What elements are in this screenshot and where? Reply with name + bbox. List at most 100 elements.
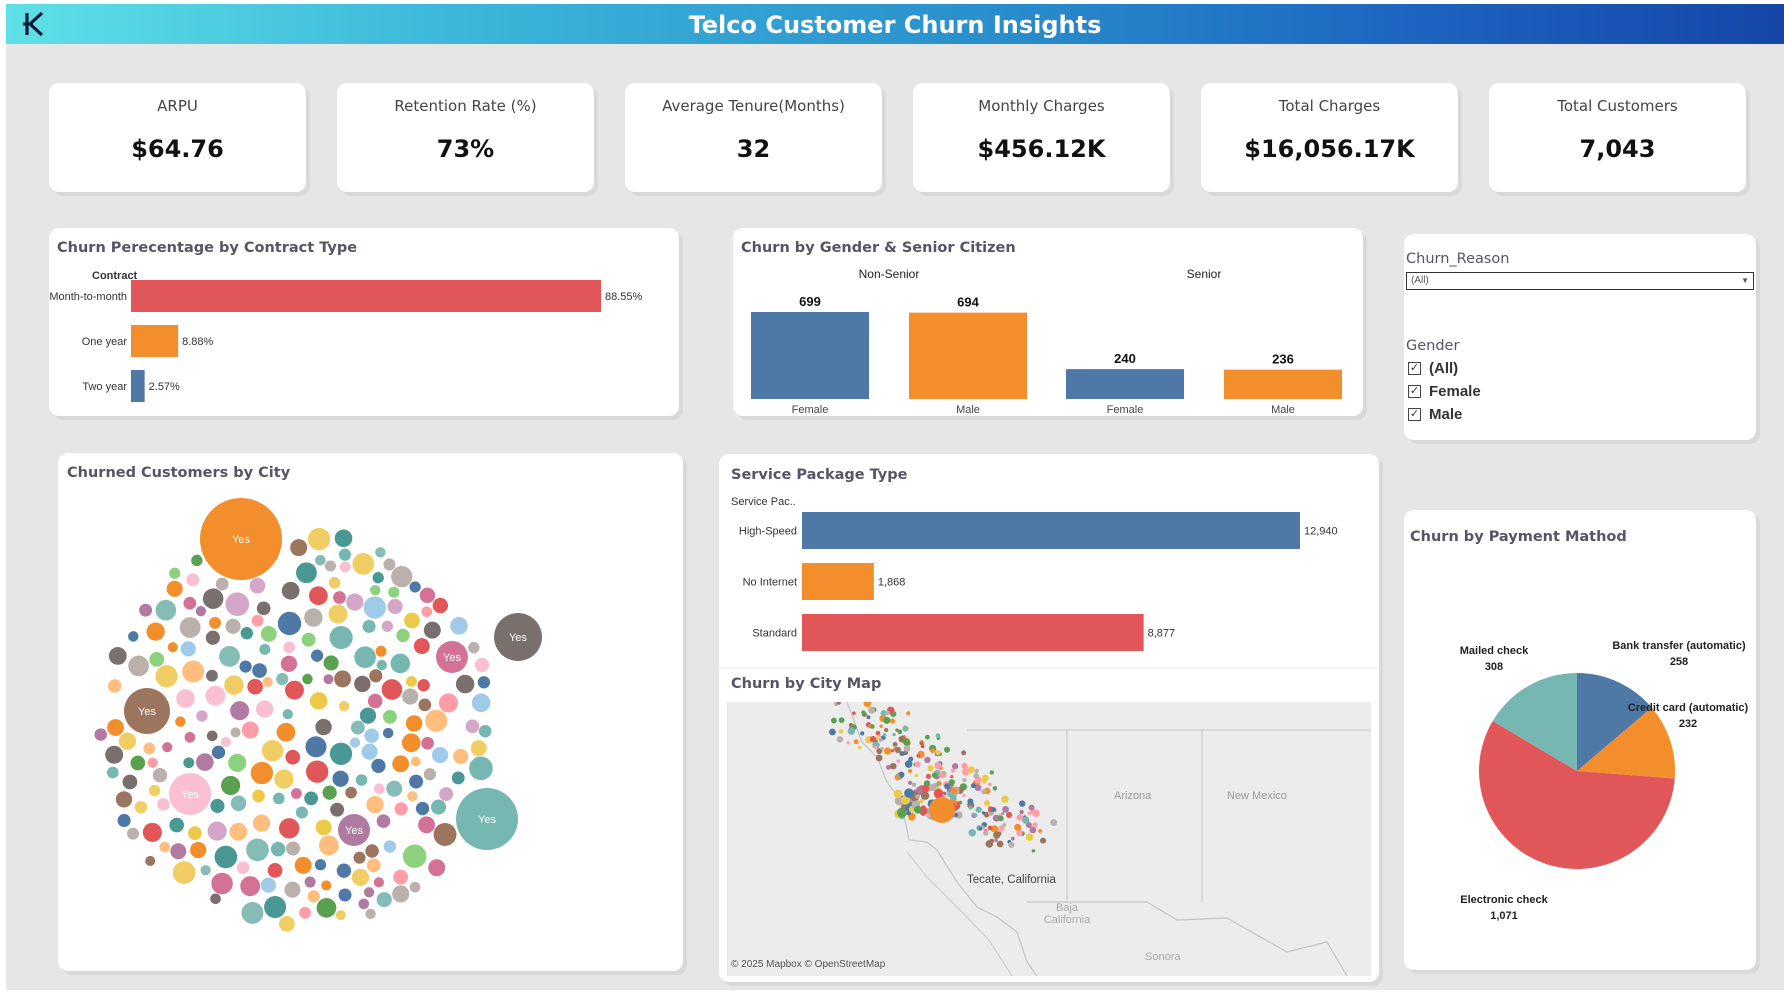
gender-option-label: (All) [1429, 360, 1459, 377]
city-bubble [383, 840, 397, 853]
city-bubble [214, 845, 238, 869]
city-bubble [142, 822, 162, 842]
map-point [989, 770, 994, 775]
city-bubble [211, 745, 226, 760]
kpi-card-retention-rate[interactable]: Retention Rate (%) 73% [337, 83, 594, 192]
filters-panel: Churn_Reason (All) ▼ Gender ✓ (All) ✓ Fe… [1404, 234, 1756, 440]
city-bubble [335, 910, 346, 921]
city-bubble [210, 893, 221, 905]
city-bubble [206, 669, 218, 682]
map-point [894, 774, 901, 781]
kpi-card-monthly-charges[interactable]: Monthly Charges $456.12K [913, 83, 1170, 192]
gender-option-all[interactable]: ✓ (All) [1408, 360, 1458, 377]
city-bubble [336, 863, 352, 878]
gender-option-female[interactable]: ✓ Female [1408, 383, 1481, 400]
panel-title: Service Package Type [731, 467, 908, 483]
map-point [896, 759, 901, 763]
city-bubble [285, 680, 304, 700]
map-point [893, 789, 903, 799]
city-bubble [334, 529, 353, 548]
city-bubble [183, 596, 197, 610]
city-bubble [146, 622, 165, 641]
city-bubble [228, 753, 247, 772]
service-package-bar-chart: High-Speed 12,940 No Internet 1,868 Standard… [719, 512, 1379, 669]
city-bubble [372, 572, 384, 584]
city-bubble [105, 745, 124, 764]
gender-option-male[interactable]: ✓ Male [1408, 406, 1462, 423]
map-point [973, 813, 978, 818]
map-point [988, 782, 992, 787]
city-bubble [207, 821, 227, 841]
city-bubble [162, 742, 173, 753]
city-bubble [285, 749, 301, 765]
city-bubble [418, 816, 436, 834]
city-bubble [188, 826, 202, 840]
map-point [902, 738, 911, 746]
churn-reason-dropdown[interactable]: (All) ▼ [1406, 272, 1754, 290]
pie-category-label: Credit card (automatic) [1628, 702, 1749, 714]
map-attribution[interactable]: © 2025 Mapbox © OpenStreetMap [731, 959, 886, 970]
map-point [950, 775, 954, 779]
kpi-card-total-customers[interactable]: Total Customers 7,043 [1489, 83, 1746, 192]
map-point [868, 706, 876, 714]
city-bubble [230, 727, 241, 738]
map-point [1040, 837, 1047, 844]
city-bubble [365, 844, 379, 858]
city-bubble [276, 672, 289, 686]
map-title: Churn by City Map [731, 676, 882, 692]
map-point [968, 805, 973, 810]
map-point [924, 734, 930, 740]
city-bubble [362, 619, 376, 633]
city-bubble [149, 651, 165, 667]
kpi-card-average-tenure[interactable]: Average Tenure(Months) 32 [625, 83, 882, 192]
city-bubble [361, 743, 378, 760]
city-bubble [295, 806, 308, 819]
map-point [873, 745, 878, 749]
city-bubble [276, 722, 296, 742]
map-point [920, 744, 925, 749]
city-bubble [260, 625, 277, 642]
map-point [997, 815, 1004, 822]
city-bubble [128, 631, 139, 642]
map-point [944, 746, 950, 753]
city-bubble-label: Yes [478, 814, 496, 826]
city-bubble [322, 785, 337, 800]
kpi-label: Monthly Charges [978, 97, 1105, 115]
map-point [981, 788, 987, 795]
city-bubble [323, 674, 334, 685]
gender-category-label: Male [956, 404, 980, 414]
city-bubble [230, 701, 250, 721]
city-bubble [211, 872, 233, 895]
city-bubble [302, 673, 313, 685]
churn-reason-label: Churn_Reason [1406, 251, 1510, 267]
checkbox-checked-icon[interactable]: ✓ [1408, 408, 1421, 421]
city-bubble [255, 700, 274, 718]
checkbox-checked-icon[interactable]: ✓ [1408, 385, 1421, 398]
city-bubble [143, 742, 156, 755]
contract-value-label: 8.88% [182, 336, 213, 348]
city-bubble [127, 827, 139, 840]
city-bubble [409, 581, 421, 593]
k-logo-icon[interactable] [20, 10, 48, 38]
city-bubble [465, 719, 480, 734]
churn-city-map[interactable]: Arizona New Mexico Baja California Sonor… [727, 702, 1371, 976]
map-point [869, 735, 877, 743]
map-point [894, 746, 902, 754]
map-point [925, 773, 932, 779]
map-point [992, 786, 998, 791]
map-point [1029, 826, 1037, 834]
city-bubble [252, 663, 267, 678]
kpi-card-total-charges[interactable]: Total Charges $16,056.17K [1201, 83, 1458, 192]
city-bubble [415, 801, 430, 816]
city-bubble [182, 660, 205, 683]
city-bubble [282, 709, 293, 720]
kpi-label: ARPU [157, 97, 198, 115]
checkbox-checked-icon[interactable]: ✓ [1408, 362, 1421, 375]
map-point [878, 737, 883, 743]
map-point [982, 779, 987, 784]
city-bubble [280, 655, 298, 672]
map-point [1006, 811, 1013, 818]
city-bubble [438, 693, 459, 713]
kpi-card-arpu[interactable]: ARPU $64.76 [49, 83, 306, 192]
gender-bar [751, 312, 869, 399]
